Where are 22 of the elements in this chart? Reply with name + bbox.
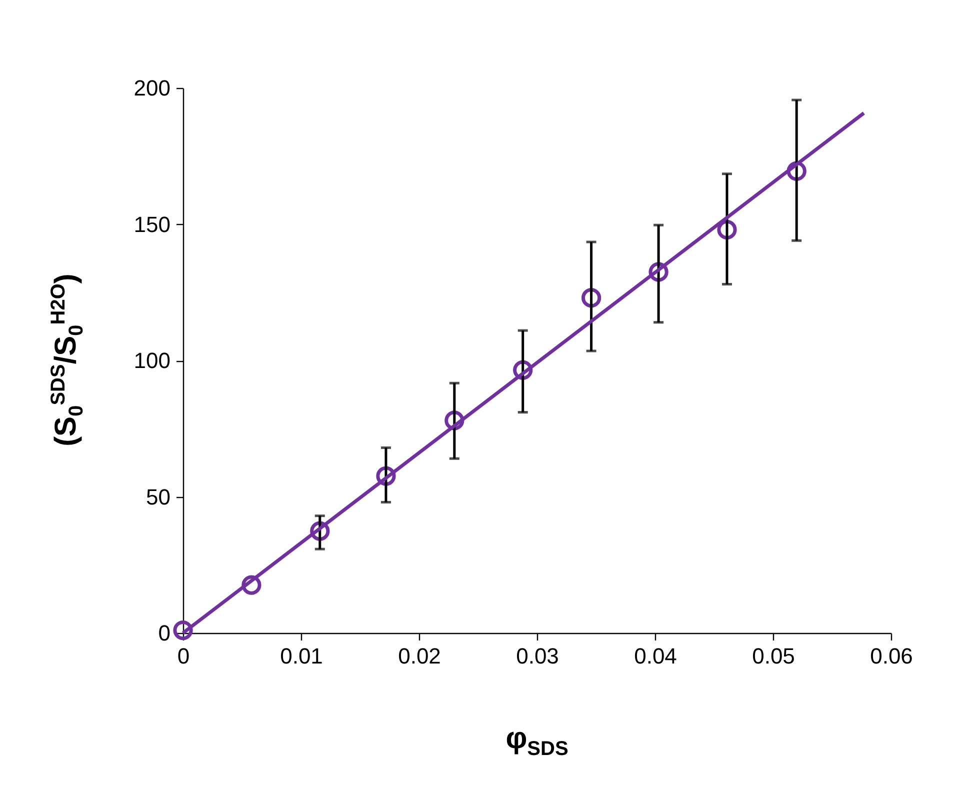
point — [173, 620, 193, 640]
y-tick-label: 200 — [134, 76, 170, 100]
point — [786, 161, 806, 181]
point — [648, 262, 668, 282]
x-axis-title: φ$_{SDS}$ — [506, 722, 568, 761]
x-tick-label: 0.01 — [280, 644, 323, 668]
y-tick-label: 150 — [134, 212, 170, 237]
y-tick-label: 50 — [146, 484, 170, 510]
point — [242, 575, 262, 595]
x-tick-label: 0.06 — [870, 644, 913, 668]
point — [513, 360, 533, 380]
x-tick-label: 0 — [177, 644, 190, 668]
y-tick-label: 0 — [158, 620, 170, 646]
x-tick-label: 0.04 — [634, 644, 677, 668]
point — [444, 410, 464, 430]
point — [310, 521, 330, 541]
x-tick-label: 0.03 — [516, 644, 559, 668]
point — [376, 466, 396, 486]
x-tick-label: 0.02 — [398, 644, 441, 668]
point — [581, 288, 602, 308]
y-tick-label: 100 — [134, 348, 170, 373]
x-tick-label: 0.05 — [752, 644, 795, 668]
